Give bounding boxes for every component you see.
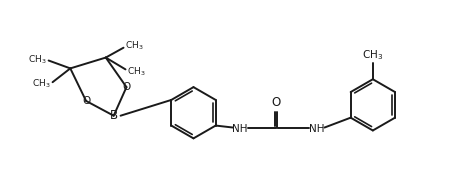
Text: CH$_3$: CH$_3$ [32,78,51,90]
Text: CH$_3$: CH$_3$ [127,65,146,78]
Text: O: O [272,96,281,109]
Text: CH$_3$: CH$_3$ [28,53,47,66]
Text: O: O [82,96,90,106]
Text: CH$_3$: CH$_3$ [362,48,383,62]
Text: B: B [110,109,118,122]
Text: NH: NH [309,124,324,134]
Text: CH$_3$: CH$_3$ [125,40,144,52]
Text: O: O [122,82,130,92]
Text: NH: NH [232,124,247,134]
